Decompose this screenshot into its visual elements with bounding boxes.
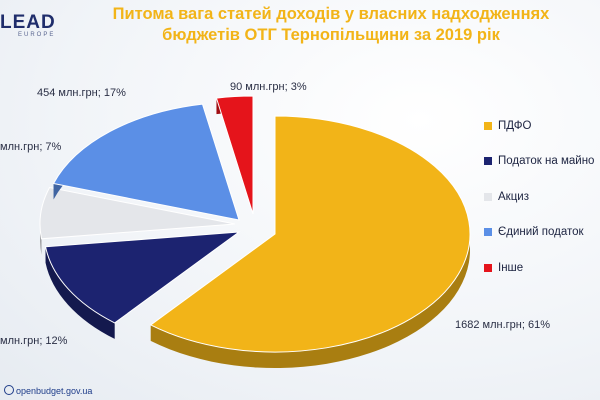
legend-swatch-4 (484, 263, 492, 272)
pie-slice-0[interactable] (149, 115, 471, 353)
source-link[interactable]: openbudget.gov.ua (16, 386, 93, 396)
legend-swatch-0 (484, 121, 492, 130)
legend-item-0: ПДФО (484, 108, 600, 144)
logo-main-text: LEAD (0, 12, 56, 33)
legend-item-4: Інше (484, 250, 600, 286)
pie-data-label-3: 454 млн.грн; 17% (37, 87, 126, 99)
chart-legend: ПДФО Податок на майно Акциз Єдиний податок І… (484, 108, 600, 286)
pie-slice-3[interactable] (52, 103, 240, 221)
chart-title-line-2: бюджетів ОТГ Тернопільщини за 2019 рік (162, 26, 500, 44)
chart-title-line-1: Питома вага статей доходів у власних над… (112, 5, 550, 23)
legend-label-3: Єдиний податок (498, 226, 584, 239)
pie-data-label-0: 1682 млн.грн; 61% (455, 319, 550, 331)
pie-data-label-4: 90 млн.грн; 3% (230, 81, 307, 93)
globe-icon (4, 385, 14, 395)
legend-label-2: Акциз (498, 190, 529, 203)
pie-slice-4[interactable] (215, 95, 254, 215)
pie-slice-1[interactable] (44, 231, 241, 324)
source-footer[interactable]: openbudget.gov.ua (4, 385, 92, 396)
legend-label-0: ПДФО (498, 119, 532, 132)
legend-item-1: Податок на майно (484, 144, 600, 180)
pie-slice-side-0 (150, 116, 470, 368)
legend-swatch-1 (484, 157, 492, 166)
legend-item-3: Єдиний податок (484, 215, 600, 251)
legend-swatch-3 (484, 228, 492, 237)
logo-sub-text: EUROPE (18, 32, 56, 38)
pie-slice-2[interactable] (39, 186, 236, 240)
legend-item-2: Акциз (484, 179, 600, 215)
legend-label-4: Інше (498, 261, 524, 274)
chart-title: Питома вага статей доходів у власних над… (66, 4, 596, 46)
pie-data-label-1: млн.грн; 12% (0, 335, 68, 347)
pie-data-label-2: млн.грн; 7% (0, 141, 62, 153)
lead-europe-logo: LEAD EUROPE (0, 12, 60, 38)
legend-swatch-2 (484, 192, 492, 201)
legend-label-1: Податок на майно (498, 155, 595, 168)
pie-slice-side-1 (45, 246, 115, 339)
